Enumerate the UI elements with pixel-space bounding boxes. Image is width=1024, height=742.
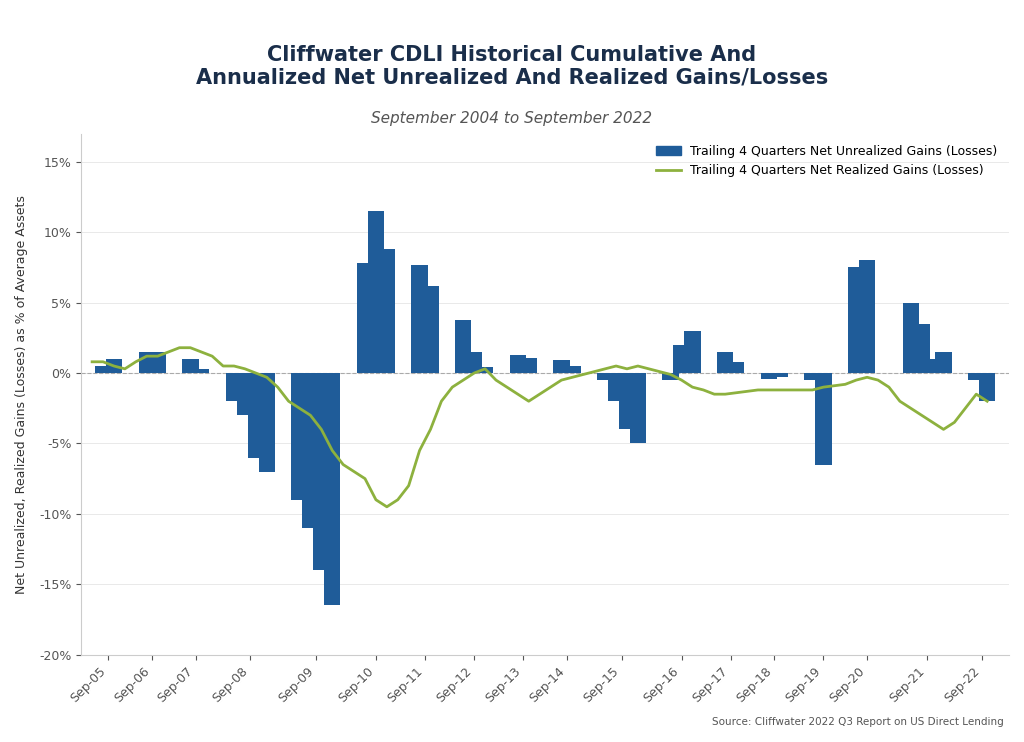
Bar	[684, 331, 700, 373]
Bar	[313, 373, 330, 570]
Text: Cliffwater CDLI Historical Cumulative And
Annualized Net Unrealized And Realized: Cliffwater CDLI Historical Cumulative An…	[196, 45, 828, 88]
Bar	[674, 345, 690, 373]
Bar	[95, 366, 112, 373]
Bar	[150, 352, 166, 373]
Bar	[520, 358, 537, 373]
Bar	[848, 267, 864, 373]
Bar	[412, 265, 428, 373]
Bar	[553, 361, 569, 373]
Bar	[925, 359, 941, 373]
Bar	[105, 359, 122, 373]
Bar	[815, 373, 831, 464]
Bar	[422, 286, 438, 373]
Text: Source: Cliffwater 2022 Q3 Report on US Direct Lending: Source: Cliffwater 2022 Q3 Report on US …	[712, 718, 1004, 727]
Bar	[717, 352, 733, 373]
Bar	[259, 373, 275, 472]
Bar	[194, 369, 210, 373]
Bar	[248, 373, 264, 458]
Bar	[302, 373, 318, 528]
Legend: Trailing 4 Quarters Net Unrealized Gains (Losses), Trailing 4 Quarters Net Reali: Trailing 4 Quarters Net Unrealized Gains…	[650, 140, 1002, 183]
Bar	[237, 373, 253, 416]
Bar	[368, 211, 384, 373]
Bar	[902, 303, 919, 373]
Bar	[564, 366, 581, 373]
Bar	[182, 359, 199, 373]
Y-axis label: Net Unrealized, Realized Gains (Losses) as % of Average Assets: Net Unrealized, Realized Gains (Losses) …	[15, 194, 28, 594]
Bar	[935, 352, 951, 373]
Bar	[728, 362, 744, 373]
Bar	[356, 263, 373, 373]
Bar	[291, 373, 307, 500]
Bar	[608, 373, 625, 401]
Bar	[859, 260, 876, 373]
Bar	[597, 373, 613, 380]
Bar	[477, 367, 494, 373]
Bar	[804, 373, 820, 380]
Bar	[772, 373, 787, 377]
Bar	[663, 373, 679, 380]
Bar	[618, 373, 635, 430]
Bar	[466, 352, 482, 373]
Bar	[761, 373, 777, 378]
Bar	[979, 373, 995, 401]
Bar	[913, 324, 930, 373]
Bar	[510, 355, 526, 373]
Bar	[630, 373, 646, 444]
Text: September 2004 to September 2022: September 2004 to September 2022	[372, 111, 652, 126]
Bar	[455, 320, 471, 373]
Bar	[968, 373, 984, 380]
Bar	[379, 249, 395, 373]
Bar	[226, 373, 243, 401]
Bar	[324, 373, 340, 605]
Bar	[138, 352, 155, 373]
